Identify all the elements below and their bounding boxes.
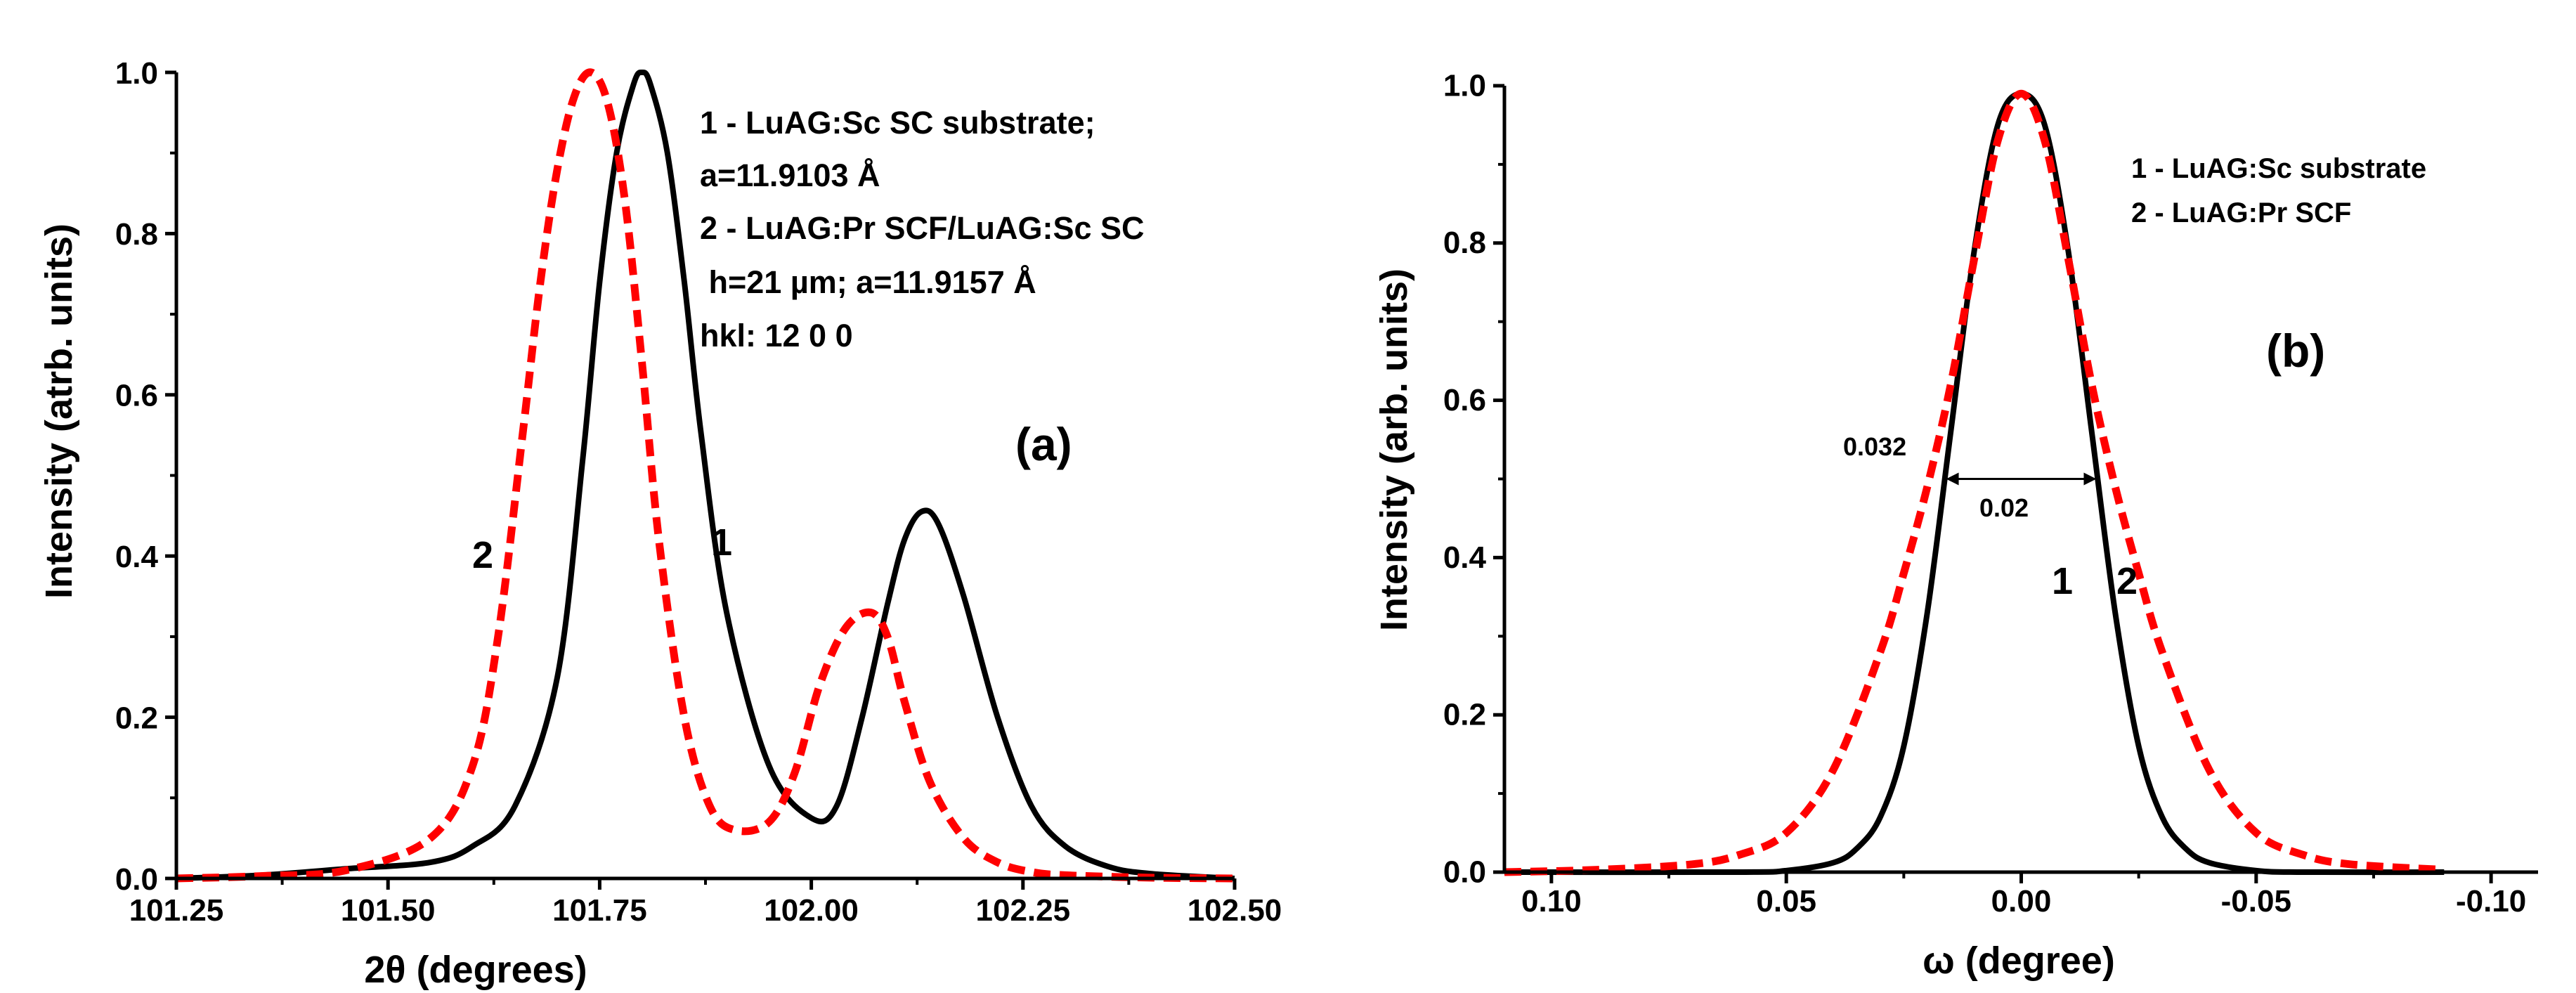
panel-b-y-tick-label: 0.4 xyxy=(1443,540,1487,575)
panel-b-fwhm-arrowhead-right xyxy=(2083,472,2097,486)
panel-b-x-tick-label: 0.00 xyxy=(1991,884,2052,919)
panel-b-curve-label-1: 1 xyxy=(2052,560,2073,602)
panel-a-legend-line-3: 2 - LuAG:Pr SCF/LuAG:Sc SC xyxy=(700,210,1145,246)
panel-a-x-tick-label: 101.25 xyxy=(129,893,224,928)
panel-b-curves xyxy=(1504,89,2445,876)
panel-a-x-axis-title: 2θ (degrees) xyxy=(364,949,587,991)
panel-a-y-axis-title: Intensity (atrb. units) xyxy=(38,223,80,599)
panel-a-curves xyxy=(176,68,1235,883)
panel-b-x-axis-title: ω (degree) xyxy=(1923,940,2115,982)
panel-a-chart: 101.25 101.50 101.75 102.00 102.25 102.50 0.0… xyxy=(38,56,1282,991)
panel-b-fwhm-label-wide: 0.032 xyxy=(1843,432,1906,461)
panel-a-x-tick-label: 102.00 xyxy=(764,893,859,928)
panel-b-chart: 0.10 0.05 0.00 -0.05 -0.10 0.0 0.2 0.4 0.6 0.8 1.… xyxy=(1373,68,2538,982)
panel-a-x-tick-label: 102.25 xyxy=(976,893,1071,928)
panel-a-y-tick-label: 0.4 xyxy=(115,540,159,574)
panel-b-y-tick-label: 0.0 xyxy=(1443,855,1486,889)
panel-a-y-ticks: 0.0 0.2 0.4 0.6 0.8 1.0 xyxy=(115,56,176,897)
panel-b-y-ticks: 0.0 0.2 0.4 0.6 0.8 1.0 xyxy=(1443,68,1504,889)
panel-b-x-tick-label: 0.10 xyxy=(1521,884,1582,919)
panel-b-x-ticks: 0.10 0.05 0.00 -0.05 -0.10 xyxy=(1521,872,2526,919)
panel-a-legend-line-1: 1 - LuAG:Sc SC substrate; xyxy=(700,105,1095,141)
panel-a-series-2-line xyxy=(176,68,1235,883)
panel-a-legend-line-5: hkl: 12 0 0 xyxy=(700,318,853,353)
panel-a-curve-label-2: 2 xyxy=(472,534,493,576)
panel-b-x-tick-label: 0.05 xyxy=(1756,884,1816,919)
panel-b-fwhm-arrowhead-left xyxy=(1946,472,1959,486)
panel-a-legend-line-4: h=21 µm; a=11.9157 Å xyxy=(700,264,1036,300)
panel-a-curve-label-1: 1 xyxy=(711,521,732,564)
panel-a-y-tick-label: 1.0 xyxy=(115,56,158,91)
panel-b-legend-line-2: 2 - LuAG:Pr SCF xyxy=(2131,197,2351,228)
panel-a-legend-line-2: a=11.9103 Å xyxy=(700,157,880,193)
panel-a-y-tick-label: 0.6 xyxy=(115,379,158,413)
panel-a-tag: (a) xyxy=(1015,418,1072,470)
panel-a-x-tick-label: 102.50 xyxy=(1188,893,1282,928)
panel-a-x-tick-label: 101.75 xyxy=(552,893,647,928)
panel-b-y-tick-label: 0.8 xyxy=(1443,226,1486,260)
panel-b-y-tick-label: 0.6 xyxy=(1443,383,1486,417)
panel-b-fwhm-arrow xyxy=(1946,472,2097,486)
panel-b-y-tick-label: 1.0 xyxy=(1443,68,1486,103)
panel-a-x-tick-label: 101.50 xyxy=(341,893,436,928)
panel-b-y-axis-title: Intensity (arb. units) xyxy=(1373,268,1415,631)
panel-a-y-tick-label: 0.8 xyxy=(115,217,158,252)
panel-a-series-1-line xyxy=(176,69,1235,881)
panel-b-series-2-line xyxy=(1504,89,2445,876)
panel-b-curve-label-2: 2 xyxy=(2116,560,2138,602)
panel-b-x-tick-label: -0.10 xyxy=(2456,884,2526,919)
panel-b-legend-line-1: 1 - LuAG:Sc substrate xyxy=(2131,153,2426,184)
panel-b-tag: (b) xyxy=(2266,325,2325,377)
panel-b-fwhm-label-narrow: 0.02 xyxy=(1979,493,2029,522)
panel-a-y-tick-label: 0.0 xyxy=(115,862,158,897)
panel-a-x-ticks: 101.25 101.50 101.75 102.00 102.25 102.50 xyxy=(129,878,1282,928)
panel-b-x-tick-label: -0.05 xyxy=(2221,884,2291,919)
panel-a-y-tick-label: 0.2 xyxy=(115,701,158,735)
panel-b-y-tick-label: 0.2 xyxy=(1443,698,1486,732)
